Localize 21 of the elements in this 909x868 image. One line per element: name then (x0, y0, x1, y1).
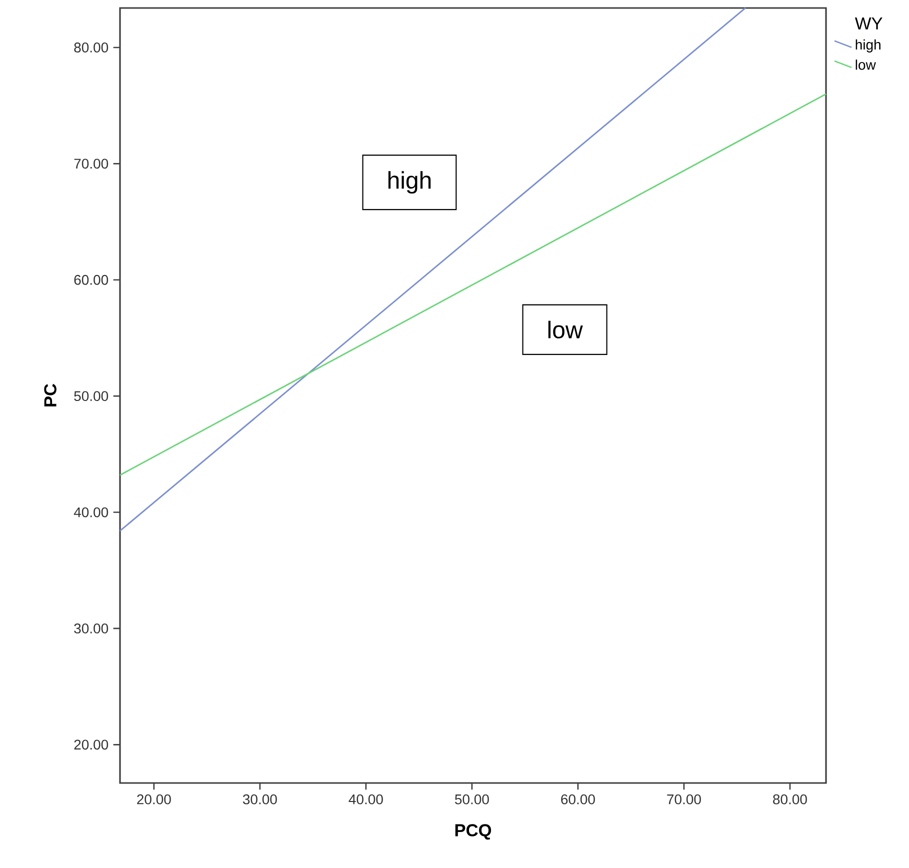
x-tick-label: 70.00 (667, 794, 701, 804)
annotation: low (548, 320, 583, 338)
y-tick-label: 40.00 (74, 507, 108, 518)
x-tick-label: 30.00 (242, 794, 277, 804)
x-tick-label: 40.00 (348, 794, 383, 804)
legend-label: high (856, 39, 880, 52)
y-tick-label: 30.00 (74, 624, 108, 634)
x-tick-label: 60.00 (561, 794, 595, 804)
y-tick-label: 50.00 (74, 391, 108, 402)
x-tick-label: 80.00 (773, 794, 807, 804)
y-axis-title: PC (44, 384, 56, 406)
annotation: high (388, 171, 431, 194)
x-axis-title: PCQ (455, 824, 492, 840)
x-tick-label: 20.00 (137, 794, 171, 804)
y-tick-label: 70.00 (74, 158, 108, 169)
legend-label: low (856, 60, 876, 70)
y-tick-label: 60.00 (74, 274, 108, 285)
y-tick-label: 20.00 (74, 740, 108, 750)
legend-title: WY (854, 17, 882, 30)
y-tick-label: 80.00 (74, 42, 108, 52)
x-tick-label: 50.00 (454, 794, 489, 804)
